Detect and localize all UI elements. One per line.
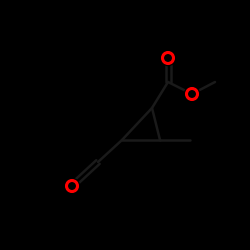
- Circle shape: [160, 50, 176, 66]
- Circle shape: [64, 178, 80, 194]
- Circle shape: [184, 86, 200, 102]
